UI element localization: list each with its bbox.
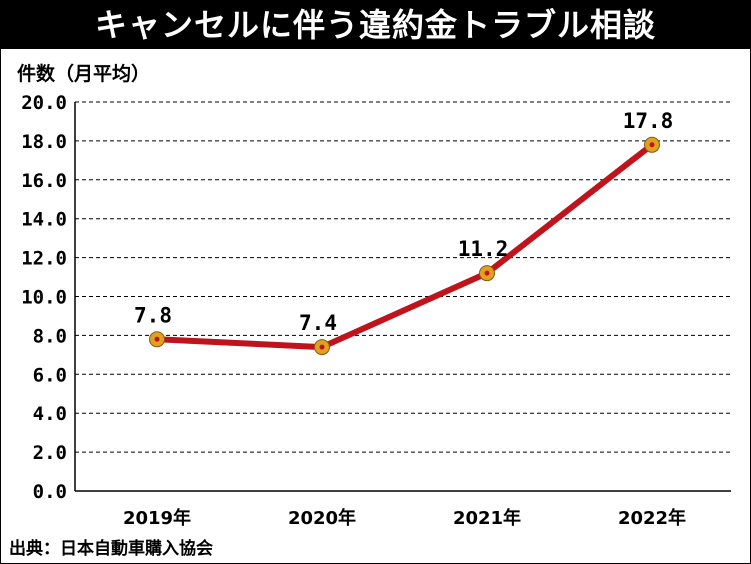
data-point-center	[649, 142, 655, 148]
y-tick-label: 8.0	[33, 325, 67, 347]
x-tick-label: 2019年	[123, 507, 191, 529]
y-tick-label: 18.0	[21, 131, 67, 153]
y-tick-label: 10.0	[21, 287, 67, 309]
chart-title: キャンセルに伴う違約金トラブル相談	[1, 1, 750, 49]
data-point-center	[484, 270, 490, 276]
x-tick-label: 2020年	[288, 507, 356, 529]
y-tick-label: 16.0	[21, 170, 67, 192]
data-point-center	[319, 344, 325, 350]
data-label: 11.2	[458, 237, 509, 261]
y-tick-label: 0.0	[33, 481, 67, 503]
data-label: 7.4	[299, 311, 337, 335]
x-tick-label: 2021年	[453, 507, 521, 529]
source-note: 出典：日本自動車購入協会	[9, 539, 213, 559]
y-tick-label: 20.0	[21, 92, 67, 114]
series-line	[154, 141, 655, 351]
y-tick-label: 2.0	[33, 442, 67, 464]
y-tick-label: 12.0	[21, 248, 67, 270]
data-label: 17.8	[623, 109, 674, 133]
y-tick-label: 4.0	[33, 403, 67, 425]
x-tick-label: 2022年	[618, 507, 686, 529]
data-point-center	[154, 336, 160, 342]
y-tick-label: 6.0	[33, 364, 67, 386]
data-label: 7.8	[134, 303, 172, 327]
y-tick-label: 14.0	[21, 209, 67, 231]
y-axis-label: 件数（月平均）	[17, 63, 151, 85]
